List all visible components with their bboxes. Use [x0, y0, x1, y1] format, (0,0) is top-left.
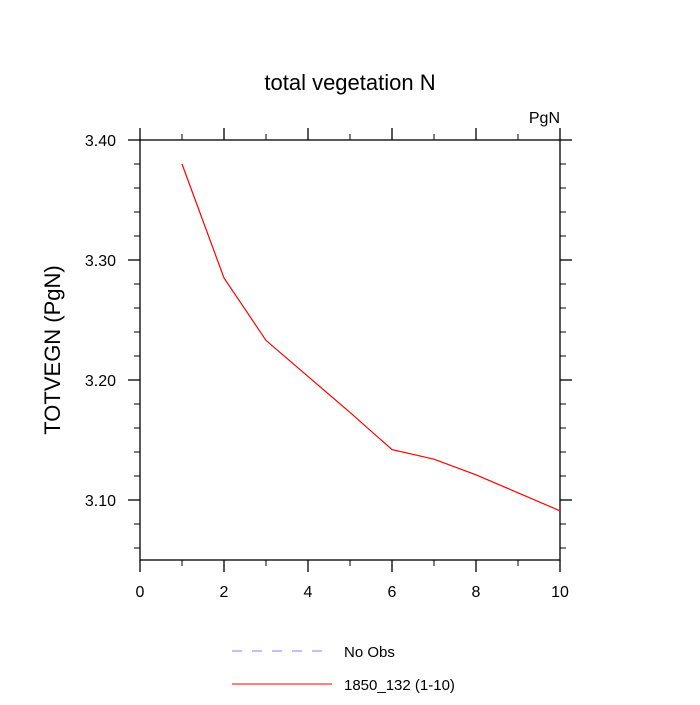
- y-tick-label: 3.40: [85, 133, 116, 150]
- series-lines: [181, 163, 561, 512]
- x-tick-label: 0: [136, 584, 145, 601]
- legend-label: 1850_132 (1-10): [344, 677, 455, 694]
- x-tick-label: 4: [304, 584, 313, 601]
- y-tick-label: 3.10: [85, 493, 116, 510]
- series-line-1: [181, 163, 561, 512]
- y-tick-label: 3.30: [85, 253, 116, 270]
- axes: 0 2 4 6 8 10 3.10 3.20 3.30 3.40: [85, 128, 572, 601]
- legend: No Obs 1850_132 (1-10): [232, 644, 455, 694]
- legend-label: No Obs: [344, 644, 395, 661]
- chart-title: total vegetation N: [264, 70, 435, 95]
- plot-frame: [139, 139, 561, 561]
- x-tick-label: 2: [220, 584, 229, 601]
- units-label: PgN: [529, 110, 560, 127]
- y-tick-label: 3.20: [85, 373, 116, 390]
- x-tick-label: 10: [551, 584, 569, 601]
- x-tick-label: 8: [472, 584, 481, 601]
- y-axis-title: TOTVEGN (PgN): [40, 265, 65, 435]
- x-tick-label: 6: [388, 584, 397, 601]
